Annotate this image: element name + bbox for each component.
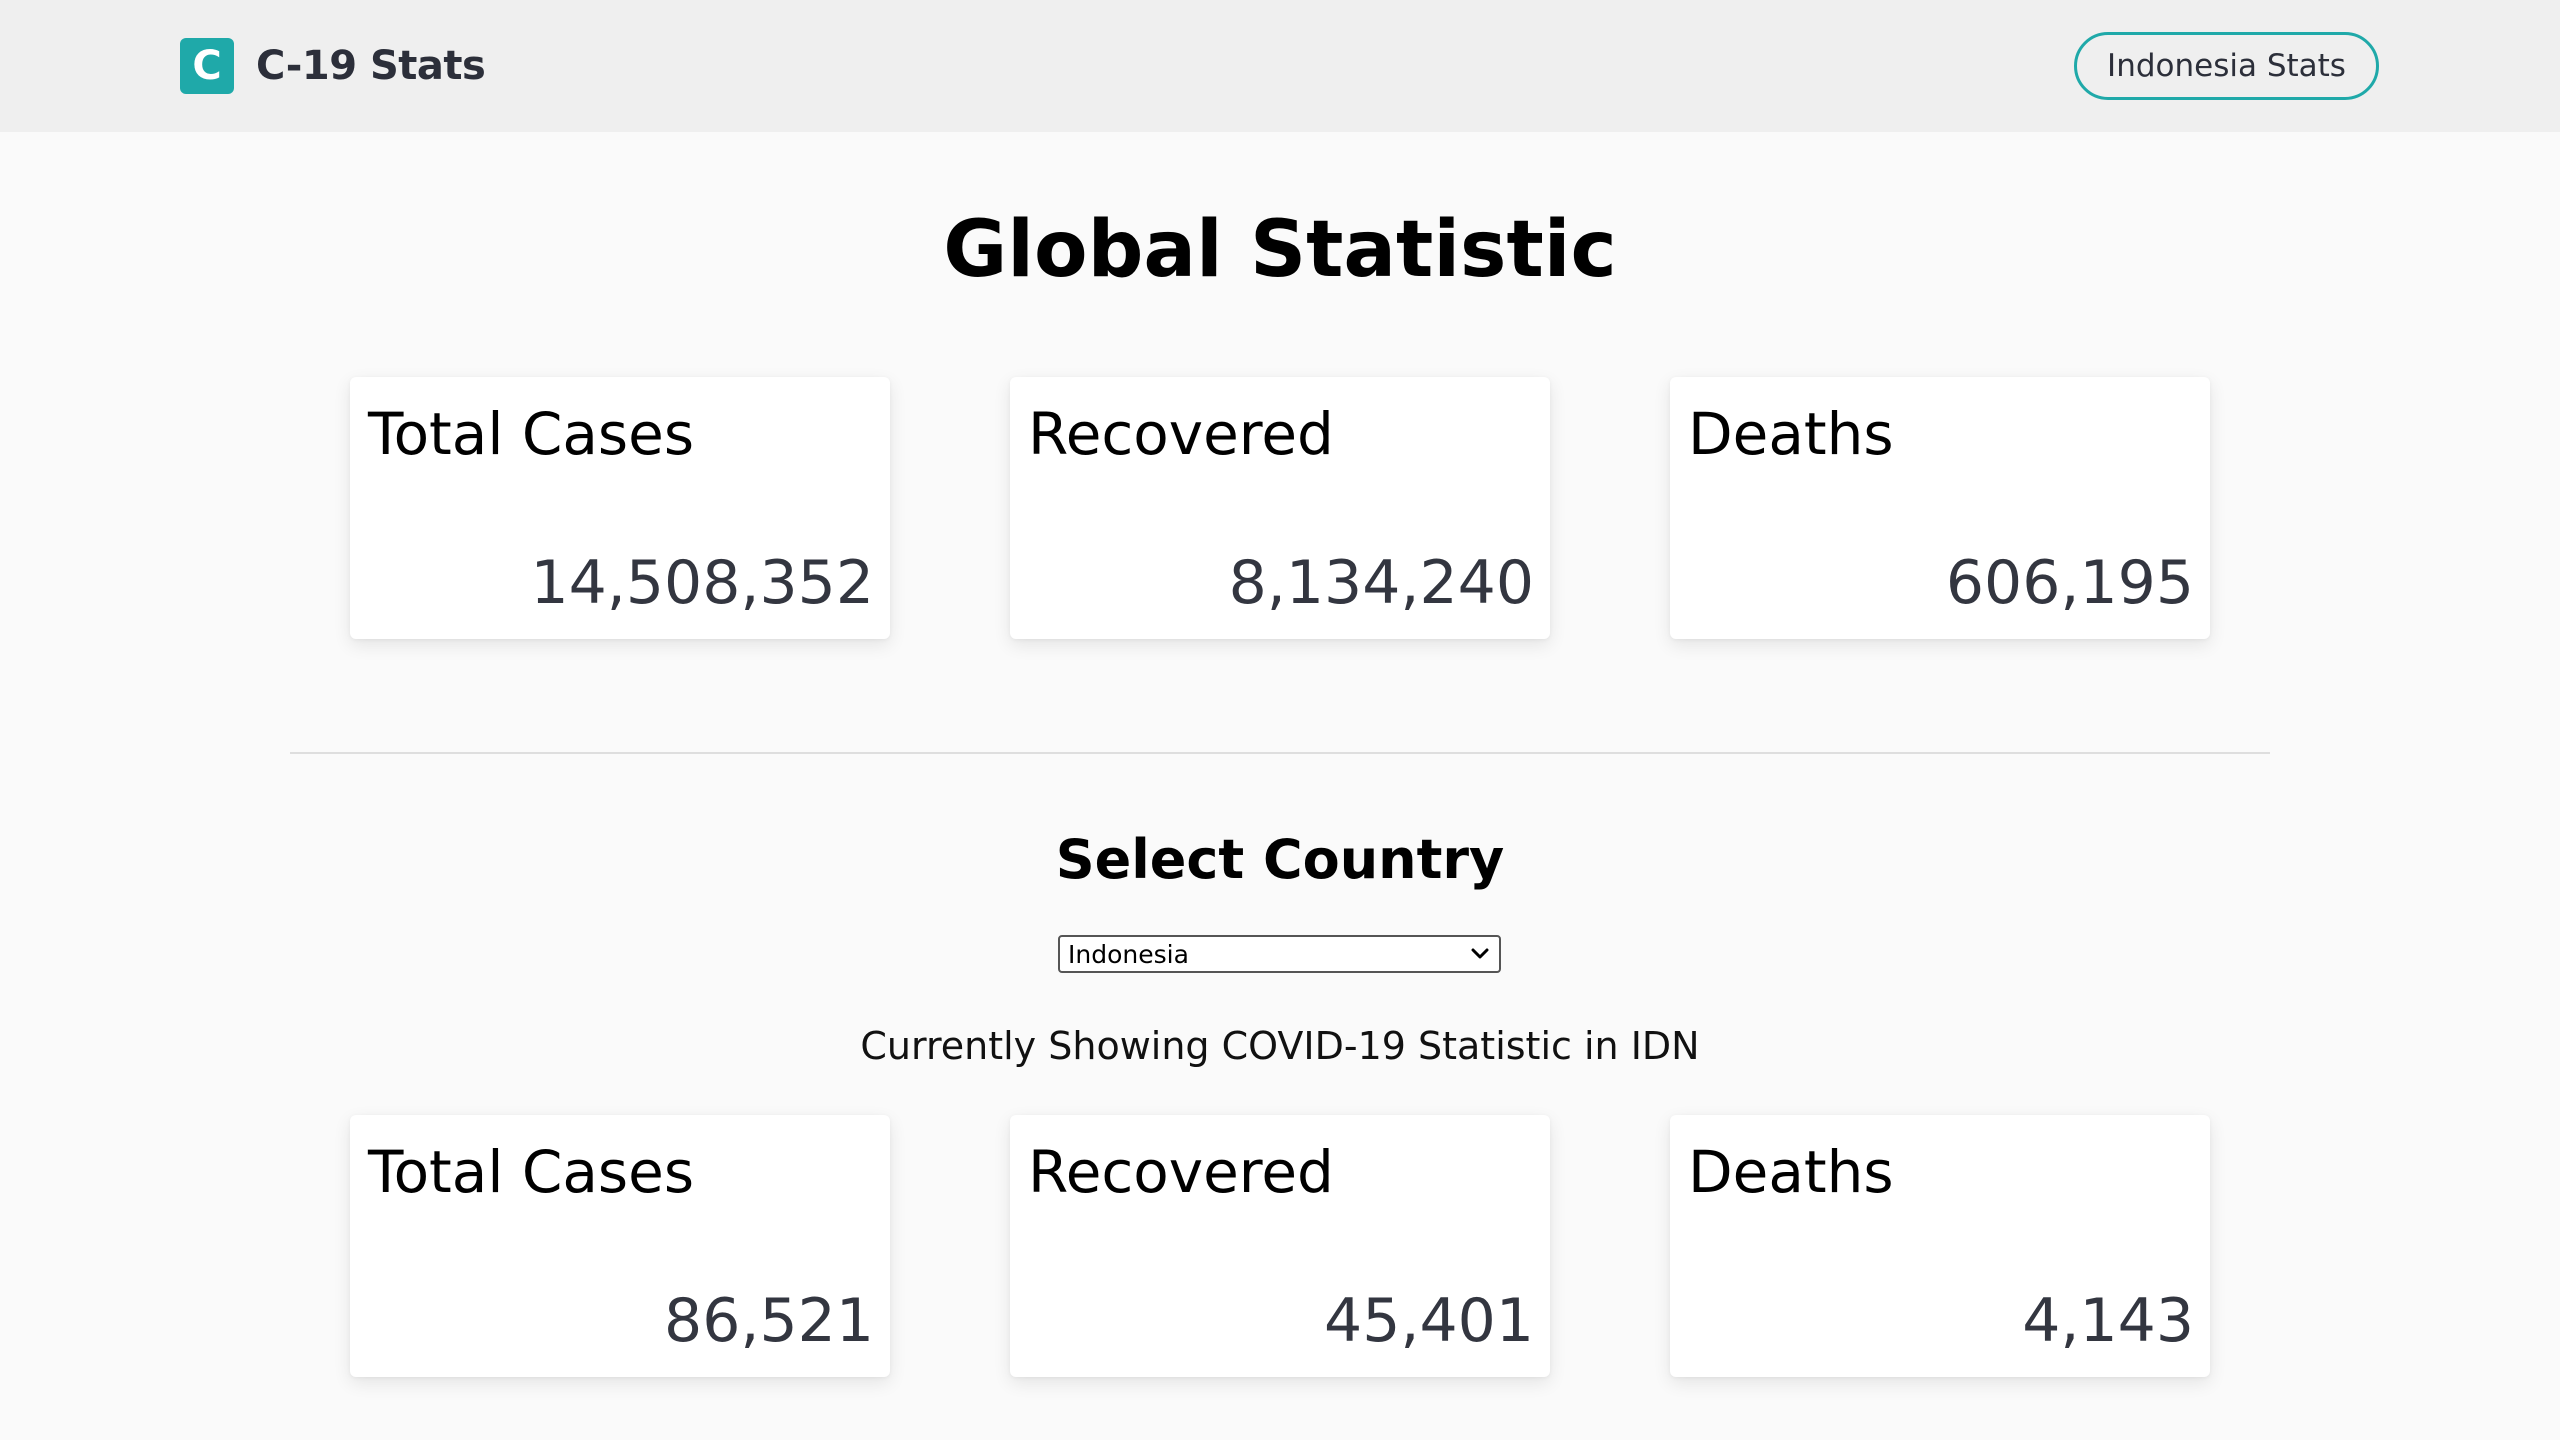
country-deaths-card: Deaths 4,143 — [1670, 1115, 2210, 1377]
select-country-title: Select Country — [1055, 828, 1505, 891]
card-label: Deaths — [1688, 1138, 1894, 1206]
country-select-value: Indonesia — [1068, 939, 1189, 969]
navbar: C C-19 Stats Indonesia Stats — [0, 0, 2560, 132]
card-label: Total Cases — [368, 1138, 695, 1206]
section-divider — [290, 752, 2270, 754]
global-recovered-card: Recovered 8,134,240 — [1010, 377, 1550, 639]
card-label: Total Cases — [368, 400, 695, 468]
brand[interactable]: C C-19 Stats — [180, 38, 486, 94]
country-total-cases-card: Total Cases 86,521 — [350, 1115, 890, 1377]
country-select[interactable]: Indonesia — [1058, 935, 1501, 973]
card-value: 606,195 — [1945, 548, 2194, 618]
global-total-cases-card: Total Cases 14,508,352 — [350, 377, 890, 639]
brand-name: C-19 Stats — [256, 43, 486, 89]
global-deaths-card: Deaths 606,195 — [1670, 377, 2210, 639]
card-label: Deaths — [1688, 400, 1894, 468]
chevron-down-icon — [1469, 943, 1491, 965]
currently-showing-text: Currently Showing COVID-19 Statistic in … — [860, 1024, 1700, 1068]
card-label: Recovered — [1028, 400, 1334, 468]
card-label: Recovered — [1028, 1138, 1334, 1206]
brand-logo-icon: C — [180, 38, 234, 94]
indonesia-stats-button[interactable]: Indonesia Stats — [2074, 32, 2379, 100]
card-value: 86,521 — [664, 1286, 874, 1356]
card-value: 4,143 — [2022, 1286, 2194, 1356]
page-title: Global Statistic — [943, 205, 1617, 295]
card-value: 45,401 — [1324, 1286, 1534, 1356]
card-value: 8,134,240 — [1228, 548, 1534, 618]
country-recovered-card: Recovered 45,401 — [1010, 1115, 1550, 1377]
card-value: 14,508,352 — [530, 548, 874, 618]
